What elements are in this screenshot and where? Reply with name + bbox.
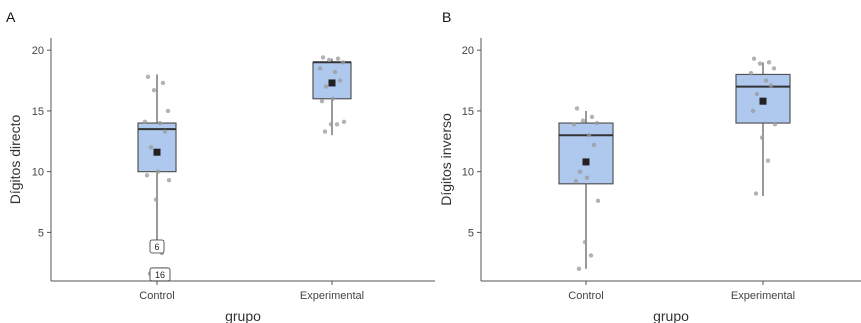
data-point (143, 120, 147, 124)
data-point (333, 70, 337, 74)
y-tick-label: 5 (468, 227, 474, 239)
y-axis-title: Dígitos directo (7, 115, 23, 205)
y-tick-label: 15 (32, 106, 44, 118)
y-tick-label: 10 (32, 167, 44, 179)
panel-label: A (6, 9, 16, 25)
data-point (749, 71, 753, 75)
y-tick-label: 15 (462, 106, 474, 118)
box-control (138, 123, 176, 172)
mean-marker (760, 98, 767, 105)
data-point (156, 169, 160, 173)
mean-marker (583, 158, 590, 165)
data-point (589, 253, 593, 257)
data-point (338, 78, 342, 82)
y-tick-label: 20 (462, 45, 474, 57)
data-point (578, 169, 582, 173)
data-point (773, 122, 777, 126)
data-point (575, 106, 579, 110)
data-point (145, 173, 149, 177)
chart-panel-b: B 5 10 15 20 Control Experimental grupo Dígitos … (438, 9, 861, 323)
data-point (752, 56, 756, 60)
data-point (149, 145, 153, 149)
data-point (166, 109, 170, 113)
data-point (577, 267, 581, 271)
x-axis-title: grupo (225, 308, 261, 323)
data-point (755, 92, 759, 96)
data-point (331, 97, 335, 101)
data-point (161, 81, 165, 85)
data-point (574, 179, 578, 183)
data-point (583, 240, 587, 244)
data-point (769, 83, 773, 87)
data-point (596, 199, 600, 203)
data-point (592, 143, 596, 147)
data-point (327, 58, 331, 62)
mean-marker (154, 149, 161, 156)
data-point (572, 122, 576, 126)
data-point (595, 121, 599, 125)
box-control (559, 123, 613, 184)
data-point (323, 129, 327, 133)
y-axis-title: Dígitos inverso (438, 113, 454, 206)
data-point (154, 197, 158, 201)
data-point (590, 115, 594, 119)
data-point (587, 133, 591, 137)
data-point (772, 66, 776, 70)
x-tick-label: Control (568, 290, 603, 302)
x-tick-label: Experimental (300, 290, 364, 302)
data-point (760, 135, 764, 139)
y-tick-label: 5 (38, 227, 44, 239)
data-point (341, 60, 345, 64)
x-tick-label: Experimental (731, 290, 795, 302)
data-point (158, 121, 162, 125)
data-point (152, 88, 156, 92)
y-tick-label: 10 (462, 167, 474, 179)
data-point (336, 56, 340, 60)
data-point (767, 60, 771, 64)
x-axis-title: grupo (653, 308, 689, 323)
x-tick-label: Control (139, 290, 174, 302)
data-point (751, 109, 755, 113)
chart-panel-a: A 5 10 15 20 Control Experimental grupo Dígitos … (6, 9, 435, 323)
data-point (335, 122, 339, 126)
data-point (320, 99, 324, 103)
data-point (581, 118, 585, 122)
outlier-label: 6 (154, 242, 159, 252)
data-point (329, 122, 333, 126)
data-point (342, 120, 346, 124)
y-tick-label: 20 (32, 45, 44, 57)
data-point (766, 159, 770, 163)
data-point (318, 66, 322, 70)
data-point (754, 191, 758, 195)
panel-label: B (442, 9, 451, 25)
data-point (758, 61, 762, 65)
data-point (167, 178, 171, 182)
data-point (764, 78, 768, 82)
data-point (585, 176, 589, 180)
data-point (146, 75, 150, 79)
mean-marker (329, 79, 336, 86)
data-point (163, 129, 167, 133)
data-point (321, 55, 325, 59)
outlier-label: 16 (155, 270, 165, 280)
data-point (324, 84, 328, 88)
